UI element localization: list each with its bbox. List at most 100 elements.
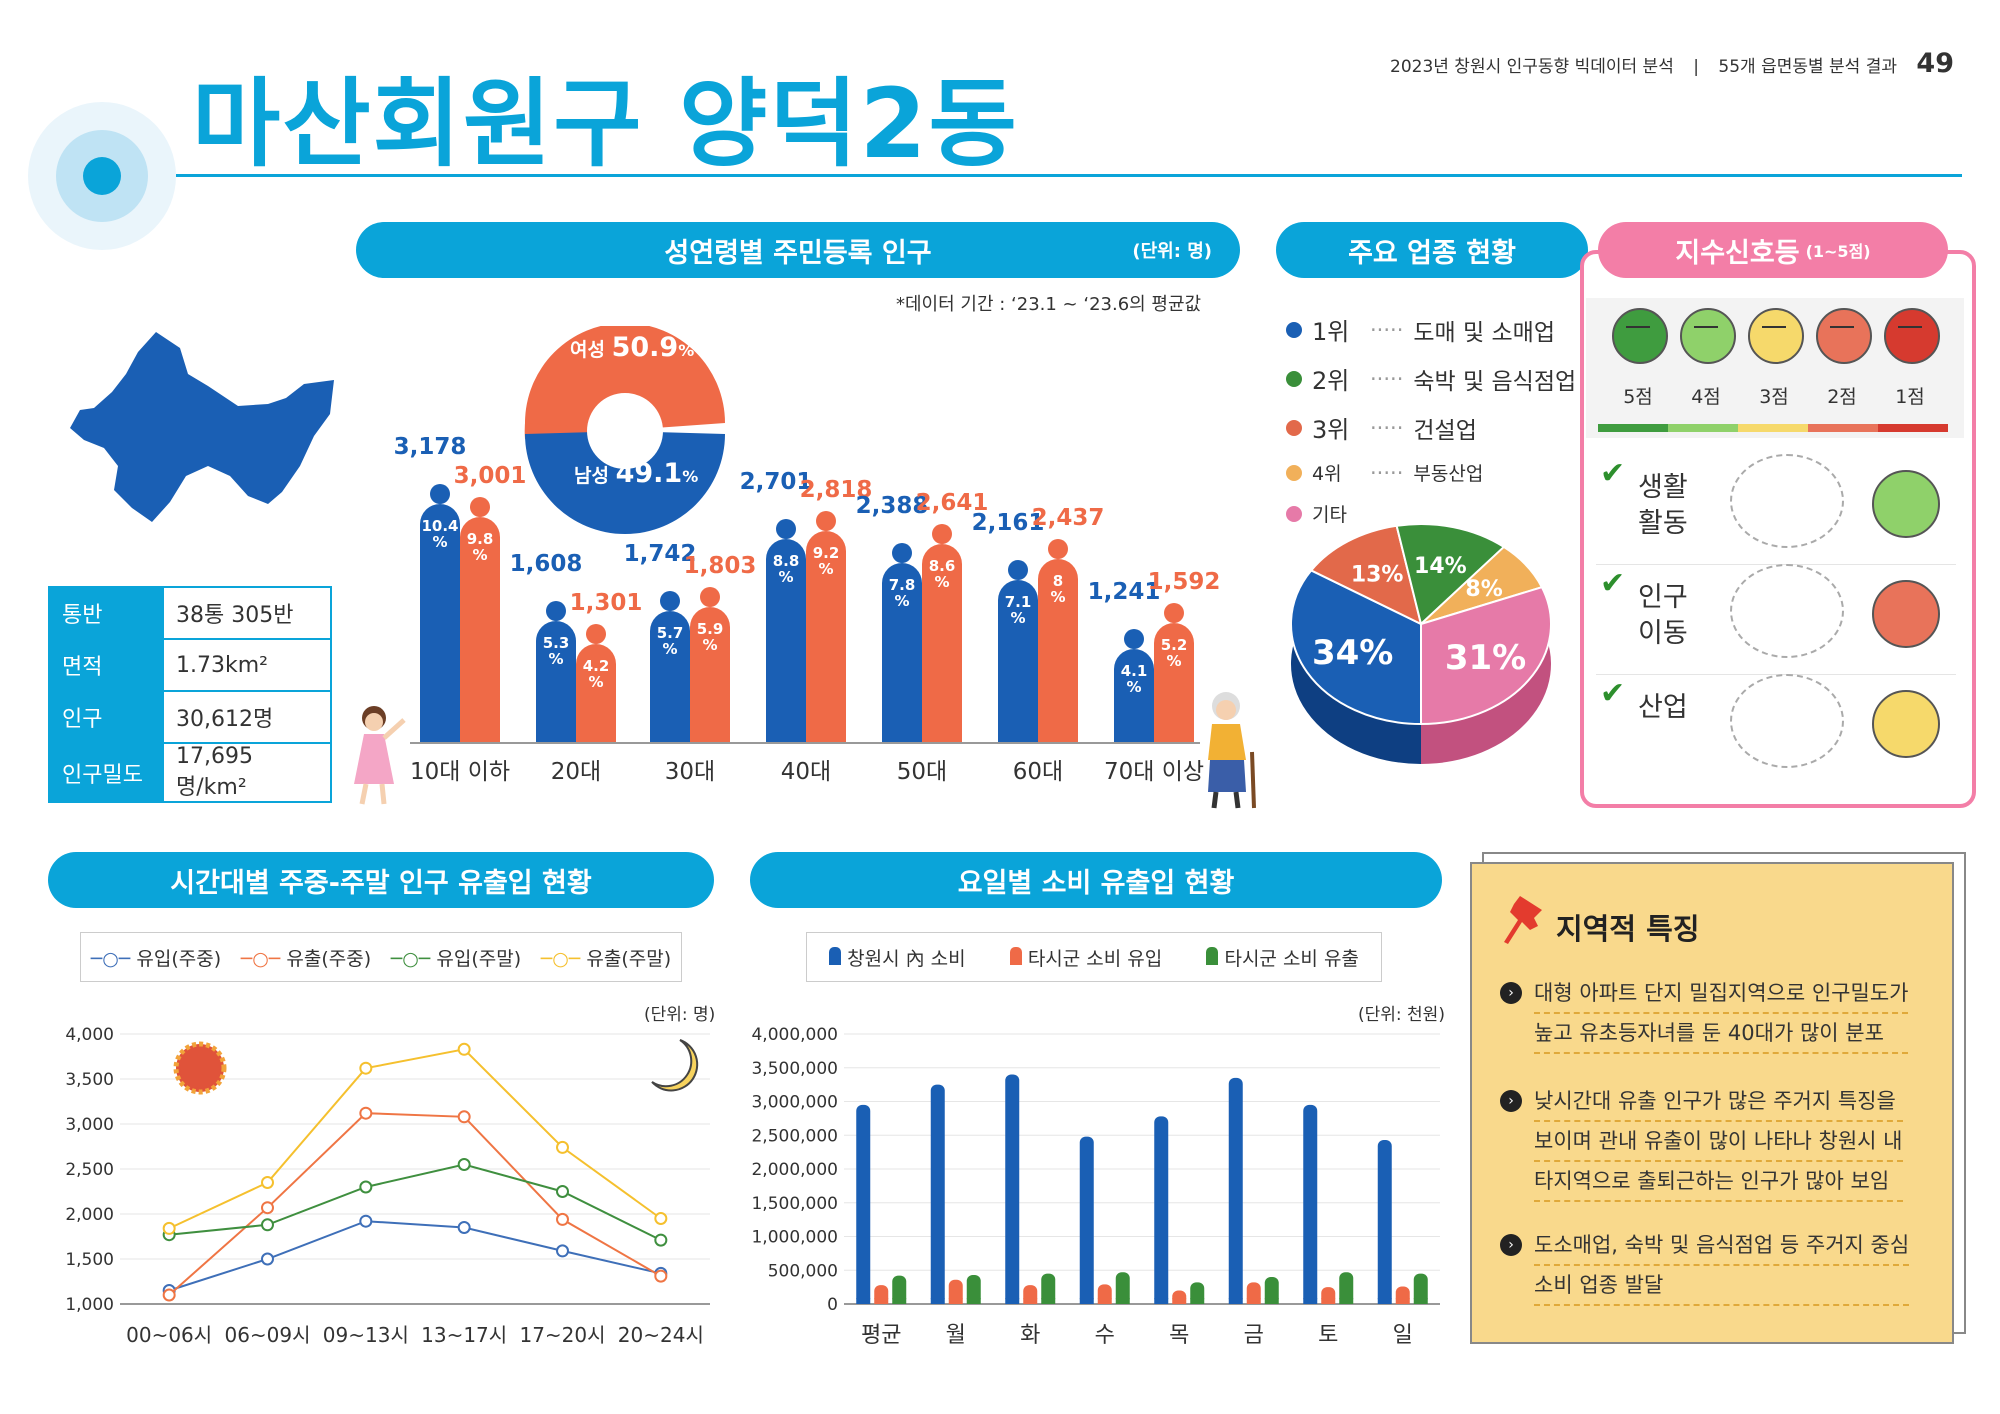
legend-in-city: 창원시 內 소비 bbox=[829, 944, 966, 971]
x-tick-label: 금 bbox=[1244, 1323, 1264, 1348]
score-scale-segment bbox=[1738, 424, 1808, 432]
bar-head-dot bbox=[660, 591, 680, 612]
series-point bbox=[359, 1106, 373, 1120]
population-bar bbox=[536, 621, 576, 742]
series-point bbox=[556, 1140, 569, 1154]
bar-head-dot bbox=[816, 510, 836, 531]
bar-pct-label: 5.7 % bbox=[656, 624, 684, 659]
signal-item-face bbox=[1872, 580, 1940, 648]
time-flow-legend: ─○─ 유입(주중) ─○─ 유출(주중) ─○─ 유입(주말) ─○─ 유출(… bbox=[80, 932, 682, 982]
time-flow-unit: (단위: 명) bbox=[644, 1005, 716, 1025]
consumption-bar bbox=[856, 1104, 871, 1304]
feature-line: 높고 유초등자녀를 둔 40대가 많이 분포 bbox=[1534, 1014, 1909, 1054]
child-illustration bbox=[354, 706, 406, 805]
regional-title: 지역적 특징 bbox=[1556, 912, 1700, 946]
population-bar bbox=[806, 530, 846, 742]
info-value: 17,695명/km² bbox=[162, 742, 332, 803]
bar-value-label: 2,437 bbox=[1031, 505, 1105, 532]
signal-item-label: 산업 bbox=[1638, 692, 1688, 723]
consumption-title: 요일별 소비 유출입 현황 bbox=[750, 852, 1442, 908]
bar-value-label: 3,178 bbox=[393, 433, 467, 460]
bar-head-dot bbox=[1008, 559, 1028, 580]
series-line bbox=[168, 1220, 662, 1292]
score-scale-segment bbox=[1808, 424, 1878, 432]
info-row: 인구밀도 17,695명/km² bbox=[48, 742, 332, 803]
signal-item-illustration bbox=[1730, 454, 1844, 548]
industry-pie: 34% 13% 14%8% 31% bbox=[1290, 523, 1552, 764]
x-tick-label: 20~24시 bbox=[618, 1323, 704, 1347]
bar-value-label: 1,742 bbox=[623, 541, 697, 568]
bar-head-dot bbox=[1164, 602, 1184, 623]
male-ratio: 남성 49.1% bbox=[574, 458, 698, 489]
bar-pct-label: 5.3 % bbox=[542, 634, 570, 669]
x-axis-label: 70대 이상 bbox=[1103, 759, 1205, 785]
series-point bbox=[457, 1221, 471, 1234]
bar-pct-label: 7.8 % bbox=[888, 575, 916, 610]
industry-legend-item: 3위 ····· 건설업 bbox=[1286, 410, 1576, 445]
population-bar bbox=[922, 543, 962, 742]
pie-label: 8% bbox=[1465, 577, 1502, 602]
x-tick-label: 수 bbox=[1095, 1323, 1115, 1348]
consumption-bar bbox=[1264, 1277, 1279, 1304]
industry-legend: 1위 ····· 도매 및 소매업 2위 ····· 숙박 및 음식점업 3위 … bbox=[1286, 312, 1576, 541]
bullet-arrow-icon: › bbox=[1500, 1234, 1522, 1256]
series-point bbox=[261, 1201, 274, 1215]
series-point bbox=[556, 1185, 569, 1198]
feature-item: 도소매업, 숙박 및 음식점업 등 주거지 중심 소비 업종 발달 bbox=[1534, 1226, 1910, 1306]
bar-pct-label: 5.2 % bbox=[1160, 635, 1188, 670]
report-title: 2023년 창원시 인구동향 빅데이터 분석 | 55개 읍면동별 분석 결과 … bbox=[1390, 48, 1954, 79]
pie-label: 31% bbox=[1445, 638, 1526, 678]
bar-value-label: 1,301 bbox=[569, 590, 643, 617]
info-label: 인구밀도 bbox=[48, 742, 164, 803]
pie-label: 34% bbox=[1312, 633, 1393, 673]
face-eyes bbox=[1830, 326, 1854, 334]
gender-donut bbox=[524, 326, 725, 534]
bar-head-dot bbox=[586, 624, 606, 645]
legend-inflow-weekend: ─○─ 유입(주말) bbox=[390, 947, 522, 970]
legend-outflow: 타시군 소비 유출 bbox=[1206, 944, 1359, 971]
x-tick-label: 06~09시 bbox=[224, 1323, 310, 1347]
bar-head-dot bbox=[546, 601, 566, 622]
series-point bbox=[556, 1212, 569, 1226]
signal-item-face bbox=[1872, 690, 1940, 758]
face-eyes bbox=[1694, 326, 1718, 334]
feature-item: 낮시간대 유출 인구가 많은 주거지 특징을 보이며 관내 유출이 많이 나타나 … bbox=[1534, 1082, 1903, 1202]
page-title: 마산회원구 양덕2동 bbox=[192, 68, 1019, 180]
legend-inflow: 타시군 소비 유입 bbox=[1009, 944, 1162, 971]
info-value: 1.73km² bbox=[162, 638, 332, 692]
y-tick-label: 4,000 bbox=[65, 1025, 114, 1045]
signal-item-illustration bbox=[1730, 674, 1844, 768]
y-tick-label: 2,000 bbox=[65, 1205, 114, 1225]
pin-icon bbox=[1504, 896, 1542, 944]
signal-face-icon bbox=[1816, 308, 1872, 364]
bar-value-label: 2,701 bbox=[739, 469, 813, 496]
series-point bbox=[654, 1212, 668, 1225]
series-point bbox=[457, 1158, 471, 1171]
industry-name: 숙박 및 음식점업 bbox=[1413, 368, 1577, 395]
y-tick-label: 2,000,000 bbox=[751, 1160, 838, 1180]
header-divider bbox=[176, 174, 1962, 177]
moon-icon bbox=[651, 1039, 699, 1092]
series-point bbox=[261, 1252, 274, 1266]
y-tick-label: 4,000,000 bbox=[751, 1025, 838, 1045]
x-axis-label: 60대 bbox=[1012, 759, 1064, 785]
industry-title: 주요 업종 현황 bbox=[1276, 222, 1588, 278]
pie-side bbox=[1291, 570, 1421, 764]
feature-line: 타지역으로 출퇴근하는 인구가 많아 보임 bbox=[1534, 1162, 1903, 1202]
consumption-bar bbox=[892, 1275, 907, 1304]
signal-title-text: 지수신호등 bbox=[1675, 237, 1800, 269]
x-axis-label: 20대 bbox=[550, 759, 602, 785]
consumption-bar bbox=[966, 1274, 981, 1304]
series-point bbox=[261, 1176, 274, 1189]
bar-pct-label: 9.8 % bbox=[466, 529, 494, 564]
consumption-bar bbox=[930, 1084, 945, 1304]
score-scale-segment bbox=[1878, 424, 1948, 432]
population-bar bbox=[766, 539, 806, 742]
x-tick-label: 토 bbox=[1318, 1323, 1338, 1348]
rank-label: 1위 bbox=[1312, 318, 1350, 346]
signal-face-icon bbox=[1884, 308, 1940, 364]
feature-line: 소비 업종 발달 bbox=[1534, 1266, 1910, 1306]
consumption-bar bbox=[1228, 1077, 1243, 1304]
district-info-table: 통반 38통 305반 면적 1.73km² 인구 30,612명 인구밀도 1… bbox=[48, 586, 332, 803]
rank-label: 3위 bbox=[1312, 416, 1350, 444]
